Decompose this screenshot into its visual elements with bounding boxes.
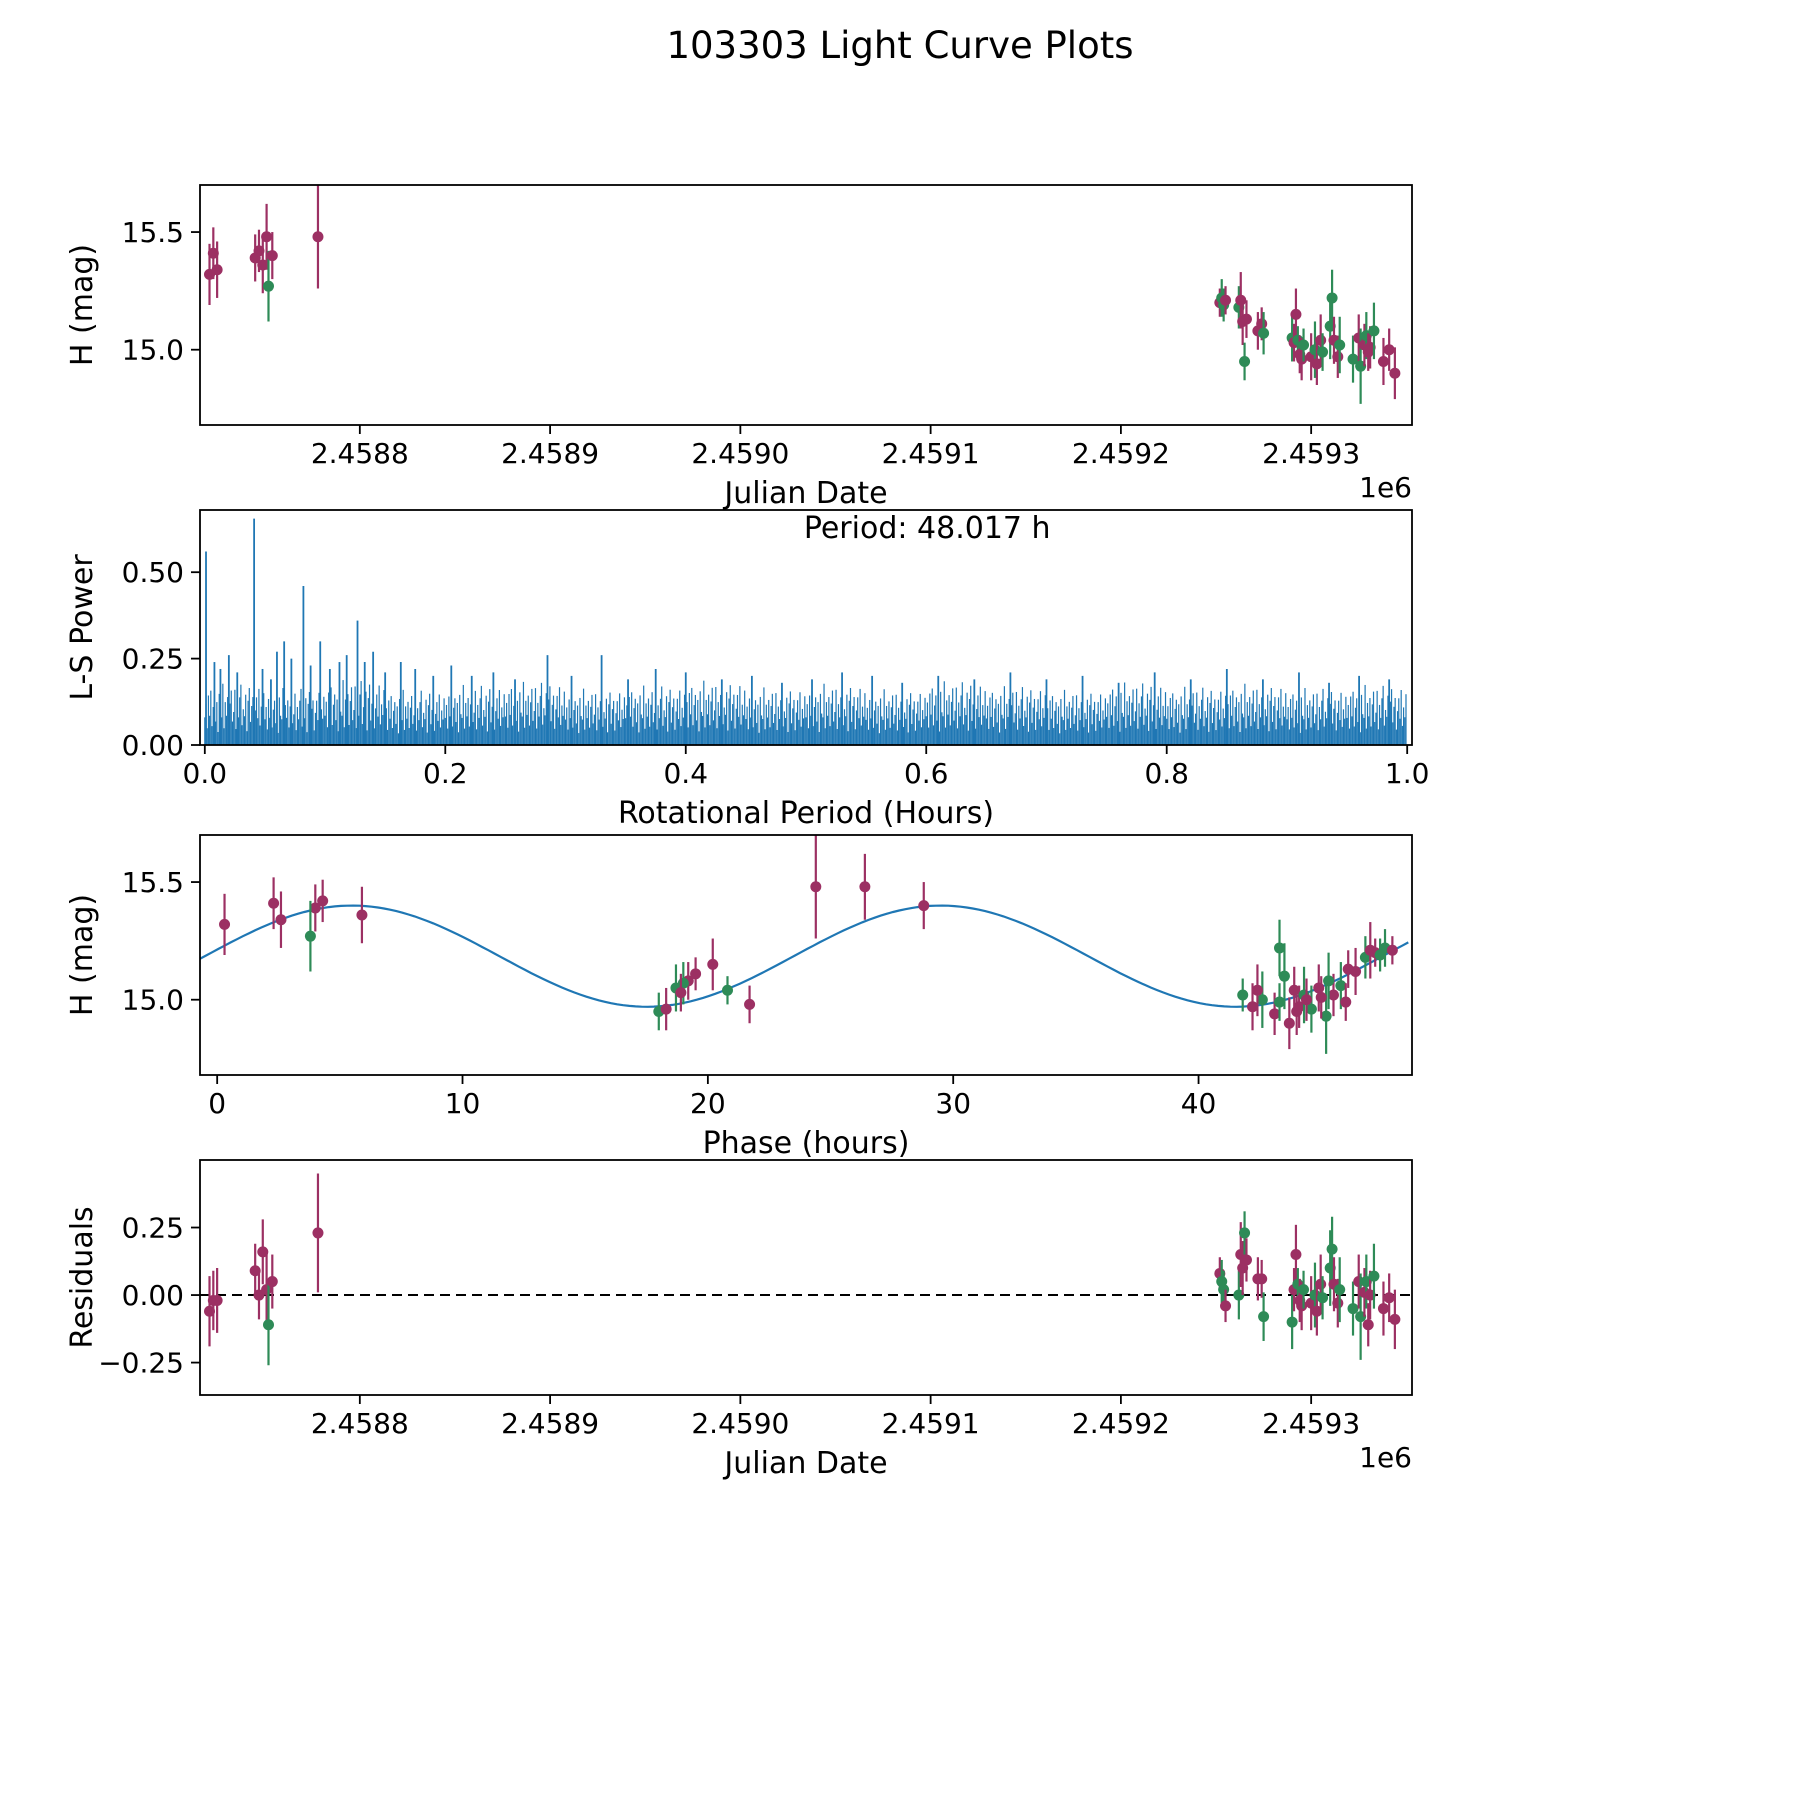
figure-title: 103303 Light Curve Plots: [666, 24, 1134, 67]
ls-periodogram-content: [204, 518, 1407, 745]
ticks-h-vs-julian-date: 2.4588 2.4589 2.4590 2.4591 2.4592 2.4593 15.5…: [122, 216, 1360, 470]
axes-box: [199, 509, 1413, 746]
svg-text:0.0: 0.0: [183, 757, 228, 790]
svg-text:2.4589: 2.4589: [501, 1407, 599, 1440]
svg-text:2.4589: 2.4589: [501, 437, 599, 470]
phase-folded-points: [219, 835, 1398, 1054]
svg-text:0.6: 0.6: [904, 757, 949, 790]
residuals-vs-julian-date-ylabel: Residuals: [65, 1206, 100, 1348]
svg-text:0.8: 0.8: [1144, 757, 1189, 790]
h-vs-julian-date-content: [204, 185, 1401, 404]
residuals-vs-julian-date-xlabel: Julian Date: [722, 1446, 887, 1481]
svg-text:15.5: 15.5: [122, 866, 184, 899]
svg-text:0.00: 0.00: [122, 1279, 184, 1312]
svg-text:2.4592: 2.4592: [1072, 1407, 1170, 1440]
svg-text:2.4593: 2.4593: [1262, 437, 1360, 470]
svg-text:15.0: 15.0: [122, 984, 184, 1017]
svg-text:2.4590: 2.4590: [691, 437, 789, 470]
ls-periodogram-ylabel: L-S Power: [65, 554, 100, 701]
svg-text:−0.25: −0.25: [98, 1347, 184, 1380]
residuals-vs-julian-date-axis-offset: 1e6: [1359, 1441, 1412, 1474]
svg-text:40: 40: [1181, 1087, 1217, 1120]
panel-ls-periodogram: 0.0 0.2 0.4 0.6 0.8 1.0 0.50 0.25 0.00 Rotational…: [65, 509, 1430, 831]
phase-folded-content: [200, 835, 1409, 1054]
phase-folded-ylabel: H (mag): [65, 894, 100, 1016]
svg-text:0.25: 0.25: [122, 643, 184, 676]
ticks-residuals-vs-julian-date: 2.4588 2.4589 2.4590 2.4591 2.4592 2.4593 0.25…: [98, 1212, 1360, 1440]
panel-h-vs-julian-date: 2.4588 2.4589 2.4590 2.4591 2.4592 2.4593 15.5…: [65, 184, 1413, 511]
svg-text:2.4590: 2.4590: [691, 1407, 789, 1440]
ls-periodogram-xlabel: Rotational Period (Hours): [618, 796, 994, 831]
svg-text:2.4593: 2.4593: [1262, 1407, 1360, 1440]
ticks-ls-periodogram: 0.0 0.2 0.4 0.6 0.8 1.0 0.50 0.25 0.00: [122, 556, 1430, 790]
svg-text:15.5: 15.5: [122, 216, 184, 249]
svg-text:15.0: 15.0: [122, 334, 184, 367]
residuals-vs-julian-date-points: [204, 1173, 1401, 1366]
panel-residuals-vs-julian-date: 2.4588 2.4589 2.4590 2.4591 2.4592 2.4593 0.25…: [65, 1159, 1413, 1481]
h-vs-julian-date-points: [204, 185, 1401, 404]
svg-text:0: 0: [208, 1087, 226, 1120]
svg-text:0.00: 0.00: [122, 729, 184, 762]
h-vs-julian-date-xlabel: Julian Date: [722, 476, 887, 511]
periodogram-bars: [204, 680, 1407, 745]
svg-text:30: 30: [935, 1087, 971, 1120]
svg-text:2.4592: 2.4592: [1072, 437, 1170, 470]
residuals-vs-julian-date-content: [200, 1173, 1412, 1366]
svg-text:2.4588: 2.4588: [311, 1407, 409, 1440]
fourier-fit-line: [200, 904, 1409, 1008]
axes-box: [199, 1159, 1413, 1396]
h-vs-julian-date-ylabel: H (mag): [65, 244, 100, 366]
svg-text:0.4: 0.4: [663, 757, 708, 790]
h-vs-julian-date-axis-offset: 1e6: [1359, 471, 1412, 504]
ticks-phase-folded: 0 10 20 30 40 15.5 15.0: [122, 866, 1217, 1120]
svg-text:0.2: 0.2: [423, 757, 468, 790]
svg-text:10: 10: [445, 1087, 481, 1120]
axes-box: [199, 834, 1413, 1076]
phase-folded-xlabel: Phase (hours): [703, 1126, 910, 1161]
axes-box: [199, 184, 1413, 426]
svg-text:2.4591: 2.4591: [882, 437, 980, 470]
periodogram-peaks: [205, 518, 1391, 745]
svg-text:1.0: 1.0: [1385, 757, 1430, 790]
svg-text:20: 20: [690, 1087, 726, 1120]
panel-phase-folded: 0 10 20 30 40 15.5 15.0 Phase (hours) H (mag): [65, 834, 1413, 1161]
svg-text:0.25: 0.25: [122, 1212, 184, 1245]
svg-text:2.4591: 2.4591: [882, 1407, 980, 1440]
svg-text:2.4588: 2.4588: [311, 437, 409, 470]
svg-text:0.50: 0.50: [122, 556, 184, 589]
period-annotation: Period: 48.017 h: [804, 511, 1051, 546]
